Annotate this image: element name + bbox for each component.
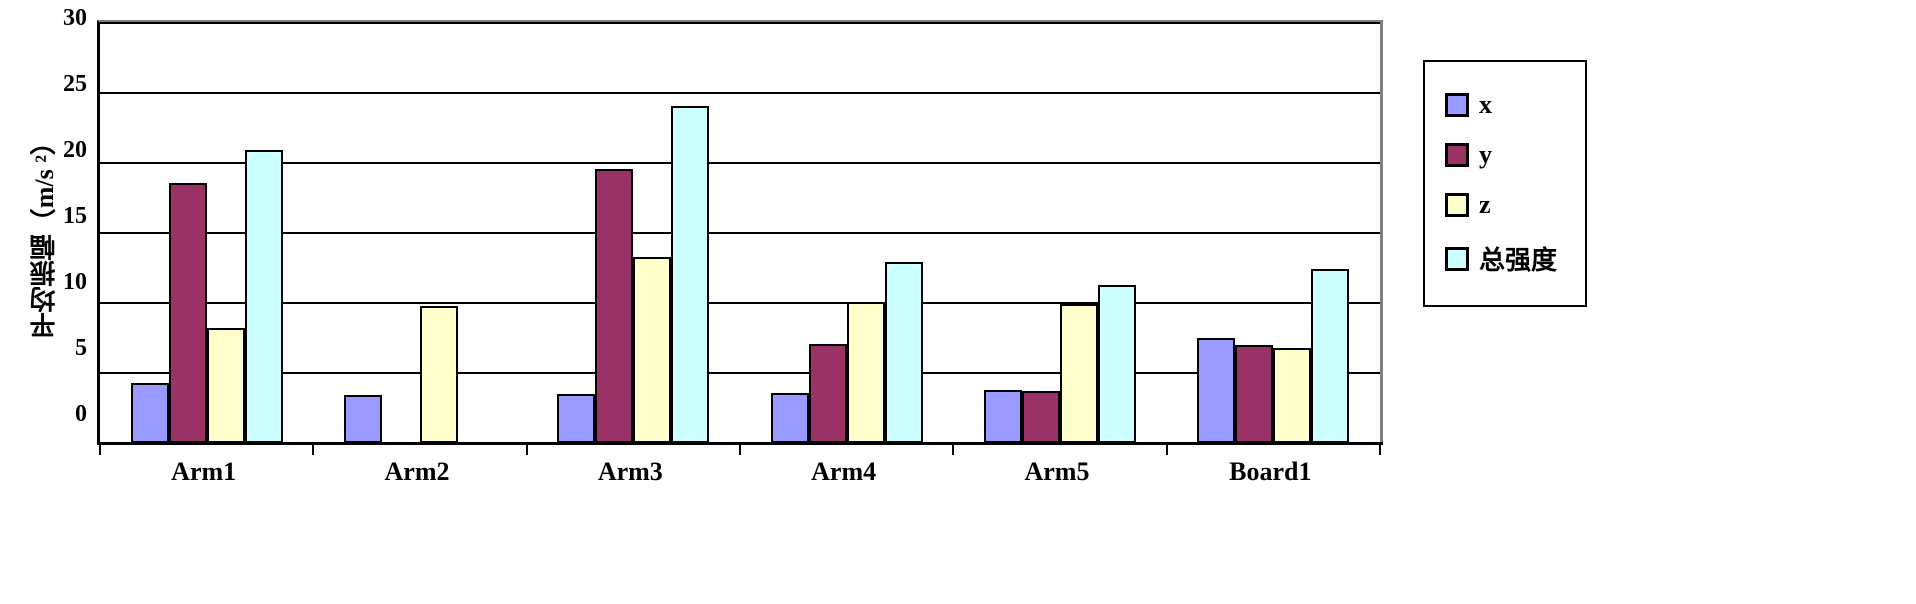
x-axis-label: Arm5 [950,457,1163,487]
ytick: 20 [63,138,87,162]
legend-swatch [1445,247,1469,271]
bar-总强度 [1098,285,1136,443]
bar-总强度 [1311,269,1349,443]
bar-group [100,23,313,443]
legend-item: z [1445,180,1557,230]
bar-总强度 [671,106,709,443]
x-axis-labels: Arm1Arm2Arm3Arm4Arm5Board1 [97,457,1377,487]
x-axis-label: Arm2 [310,457,523,487]
bar-z [633,257,671,443]
bar-z [207,328,245,443]
bar-group [1167,23,1380,443]
bar-y [1022,391,1060,443]
bar-groups [100,23,1380,443]
bar-x [131,383,169,443]
ytick: 10 [63,270,87,294]
bar-chart: 平均振幅（m/s ²） 30 25 20 15 10 5 0 Arm1Arm2A… [20,20,1896,487]
bar-x [1197,338,1235,443]
chart-plot-wrap: 平均振幅（m/s ²） 30 25 20 15 10 5 0 Arm1Arm2A… [20,20,1383,487]
bar-x [984,390,1022,443]
plot-area [97,20,1383,443]
bar-x [771,393,809,443]
bar-总强度 [885,262,923,443]
bar-y [1235,345,1273,443]
bar-z [847,302,885,443]
bar-x [344,395,382,443]
x-tick [99,443,101,455]
ytick: 30 [63,6,87,30]
x-tick [739,443,741,455]
ytick: 5 [75,336,87,360]
ytick: 15 [63,204,87,228]
legend-swatch [1445,93,1469,117]
ytick: 25 [63,72,87,96]
bar-group [313,23,526,443]
y-axis-ticks: 30 25 20 15 10 5 0 [63,6,97,426]
x-tick [312,443,314,455]
bar-x [557,394,595,443]
x-tick [1166,443,1168,455]
legend-item: 总强度 [1445,230,1557,287]
x-tick [952,443,954,455]
bar-y [809,344,847,443]
x-axis-label: Arm1 [97,457,310,487]
legend-swatch [1445,143,1469,167]
bar-z [1273,348,1311,443]
bar-z [420,306,458,443]
bar-z [1060,304,1098,443]
legend-swatch [1445,193,1469,217]
x-axis-label: Board1 [1164,457,1377,487]
x-axis-label: Arm4 [737,457,950,487]
legend: xyz 总强度 [1423,60,1587,307]
x-axis-label: Arm3 [524,457,737,487]
bar-y [595,169,633,443]
y-axis-label: 平均振幅（m/s ²） [20,129,63,338]
legend-label: z [1479,190,1491,220]
legend-label: x [1479,90,1492,120]
legend-label: y [1479,140,1492,170]
x-tick [1379,443,1381,455]
bar-y [169,183,207,443]
bar-group [740,23,953,443]
bar-group [953,23,1166,443]
legend-label: 总强度 [1479,240,1557,277]
legend-item: y [1445,130,1557,180]
x-tick [526,443,528,455]
bar-总强度 [245,150,283,443]
legend-item: x [1445,80,1557,130]
ytick: 0 [75,402,87,426]
bar-group [527,23,740,443]
